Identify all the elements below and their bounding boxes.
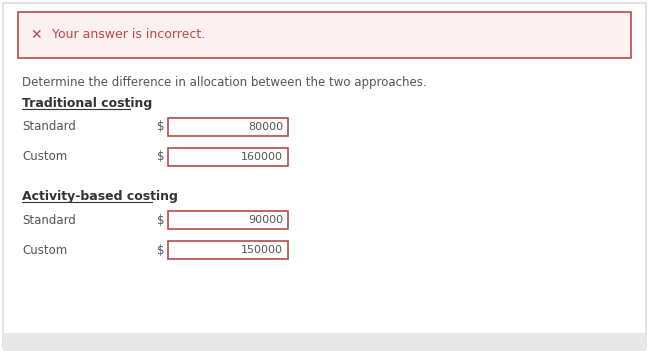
Text: Custom: Custom xyxy=(22,244,67,257)
Text: Traditional costing: Traditional costing xyxy=(22,97,153,110)
Text: $: $ xyxy=(157,120,164,133)
Text: Determine the difference in allocation between the two approaches.: Determine the difference in allocation b… xyxy=(22,76,426,89)
Text: Custom: Custom xyxy=(22,151,67,164)
Text: $: $ xyxy=(157,213,164,226)
Text: 90000: 90000 xyxy=(248,215,283,225)
Text: 160000: 160000 xyxy=(241,152,283,162)
Text: 80000: 80000 xyxy=(248,122,283,132)
Text: $: $ xyxy=(157,151,164,164)
Text: $: $ xyxy=(157,244,164,257)
FancyBboxPatch shape xyxy=(168,118,288,136)
Text: Activity-based costing: Activity-based costing xyxy=(22,190,178,203)
FancyBboxPatch shape xyxy=(168,241,288,259)
Text: Your answer is incorrect.: Your answer is incorrect. xyxy=(52,28,205,41)
Text: 150000: 150000 xyxy=(241,245,283,255)
Text: Standard: Standard xyxy=(22,120,76,133)
FancyBboxPatch shape xyxy=(168,211,288,229)
Text: Standard: Standard xyxy=(22,213,76,226)
FancyBboxPatch shape xyxy=(18,12,631,58)
Text: ✕: ✕ xyxy=(31,28,42,42)
FancyBboxPatch shape xyxy=(168,148,288,166)
FancyBboxPatch shape xyxy=(3,333,646,351)
